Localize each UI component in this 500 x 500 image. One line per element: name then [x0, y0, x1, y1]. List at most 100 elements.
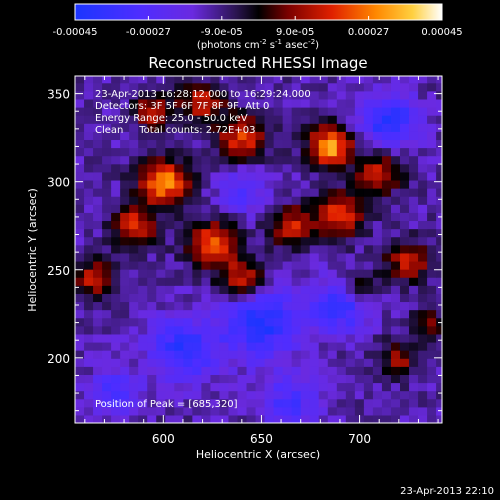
heatmap-cell — [436, 285, 442, 294]
heatmap-cell — [75, 293, 85, 303]
heatmap-cell — [264, 212, 275, 222]
heatmap-cell — [174, 309, 184, 319]
heatmap-cell — [147, 179, 157, 189]
heatmap-cell — [210, 212, 221, 222]
heatmap-cell — [219, 406, 230, 416]
heatmap-cell — [336, 277, 347, 286]
heatmap-cell — [201, 139, 212, 149]
heatmap-cell — [409, 179, 419, 189]
x-tick-label: 650 — [250, 432, 273, 446]
heatmap-cell — [84, 163, 94, 173]
heatmap-cell — [409, 204, 419, 213]
heatmap-cell — [192, 382, 202, 392]
heatmap-cell — [318, 293, 329, 303]
heatmap-cell — [273, 179, 284, 189]
heatmap-cell — [427, 98, 437, 108]
heatmap-cell — [138, 236, 148, 246]
heatmap-cell — [381, 317, 392, 327]
heatmap-cell — [327, 325, 338, 335]
heatmap-cell — [192, 350, 202, 359]
heatmap-cell — [318, 358, 329, 367]
heatmap-cell — [102, 196, 112, 205]
heatmap-cell — [111, 212, 121, 222]
heatmap-cell — [354, 309, 365, 319]
heatmap-cell — [183, 188, 193, 197]
heatmap-cell — [156, 366, 166, 375]
heatmap-cell — [336, 204, 347, 213]
heatmap-cell — [201, 131, 212, 141]
heatmap-cell — [300, 236, 311, 246]
heatmap-cell — [129, 358, 139, 367]
heatmap-cell — [210, 374, 221, 384]
heatmap-cell — [75, 406, 85, 416]
heatmap-cell — [264, 107, 275, 116]
heatmap-cell — [400, 196, 410, 205]
heatmap-cell — [165, 171, 175, 181]
heatmap-cell — [237, 220, 248, 230]
heatmap-cell — [282, 155, 293, 165]
heatmap-cell — [156, 139, 166, 149]
heatmap-cell — [147, 82, 157, 92]
heatmap-cell — [174, 244, 184, 254]
y-tick-label: 250 — [47, 264, 70, 278]
heatmap-cell — [228, 390, 239, 400]
heatmap-cell — [381, 260, 392, 270]
heatmap-cell — [147, 301, 157, 311]
heatmap-cell — [102, 317, 112, 327]
heatmap-cell — [174, 115, 184, 124]
heatmap-cell — [138, 317, 148, 327]
heatmap-cell — [111, 131, 121, 141]
heatmap-cell — [228, 220, 239, 230]
heatmap-cell — [318, 374, 329, 384]
heatmap-cell — [400, 155, 410, 165]
heatmap-cell — [138, 252, 148, 262]
heatmap-cell — [381, 374, 392, 384]
heatmap-cell — [390, 277, 401, 286]
heatmap-cell — [111, 350, 121, 359]
heatmap-cell — [129, 309, 139, 319]
heatmap-cell — [255, 341, 266, 351]
heatmap-cell — [201, 277, 212, 286]
heatmap-cell — [372, 350, 383, 359]
heatmap-cell — [418, 147, 428, 157]
heatmap-cell — [156, 333, 166, 343]
heatmap-cell — [255, 358, 266, 367]
heatmap-cell — [210, 236, 221, 246]
heatmap-cell — [427, 301, 437, 311]
heatmap-cell — [300, 309, 311, 319]
heatmap-cell — [210, 147, 221, 157]
heatmap-cell — [427, 228, 437, 238]
heatmap-cell — [174, 414, 184, 423]
heatmap-cell — [264, 350, 275, 359]
heatmap-cell — [228, 325, 239, 335]
heatmap-cell — [156, 398, 166, 408]
heatmap-cell — [84, 76, 94, 84]
heatmap-cell — [409, 82, 419, 92]
heatmap-cell — [246, 277, 257, 286]
heatmap-cell — [372, 301, 383, 311]
heatmap-cell — [400, 107, 410, 116]
heatmap-cell — [246, 406, 257, 416]
heatmap-cell — [418, 90, 428, 100]
heatmap-cell — [75, 236, 85, 246]
heatmap-cell — [228, 82, 239, 92]
heatmap-cell — [273, 333, 284, 343]
heatmap-cell — [372, 212, 383, 222]
heatmap-cell — [156, 374, 166, 384]
heatmap-cell — [174, 123, 184, 132]
heatmap-cell — [354, 252, 365, 262]
heatmap-cell — [165, 382, 175, 392]
heatmap-cell — [318, 317, 329, 327]
heatmap-cell — [372, 366, 383, 375]
heatmap-cell — [237, 333, 248, 343]
heatmap-cell — [418, 317, 428, 327]
heatmap-cell — [300, 98, 311, 108]
heatmap-cell — [210, 76, 221, 84]
heatmap-cell — [345, 301, 356, 311]
heatmap-cell — [427, 366, 437, 375]
heatmap-cell — [309, 317, 320, 327]
heatmap-cell — [237, 252, 248, 262]
heatmap-cell — [174, 333, 184, 343]
heatmap-cell — [354, 179, 365, 189]
heatmap-cell — [246, 350, 257, 359]
